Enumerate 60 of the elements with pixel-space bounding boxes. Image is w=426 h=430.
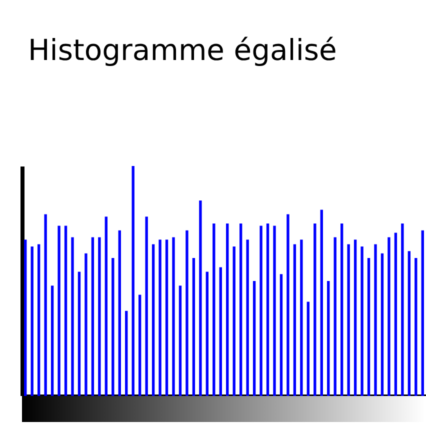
bar [206, 272, 209, 396]
bar [37, 244, 40, 396]
bar [104, 216, 108, 396]
bar [112, 258, 114, 396]
bar [165, 240, 168, 396]
bar [186, 230, 188, 396]
bar [246, 240, 249, 396]
bar [334, 237, 336, 396]
bar [30, 246, 34, 396]
bar [50, 286, 54, 396]
bar [132, 166, 134, 396]
bar [145, 216, 148, 396]
bar [84, 253, 88, 396]
bar [280, 274, 283, 396]
bar [367, 258, 370, 396]
bar [347, 244, 350, 396]
bar [125, 310, 128, 396]
bar [414, 258, 418, 396]
bar [340, 224, 344, 396]
bar [354, 240, 357, 396]
bar [199, 200, 202, 396]
bar [327, 281, 330, 396]
bar [394, 232, 398, 396]
bar [226, 224, 229, 396]
bar [293, 244, 296, 396]
bar [286, 214, 290, 396]
chart-title: Histogramme égalisé [28, 33, 337, 67]
bar [273, 226, 276, 396]
bar [239, 224, 242, 396]
bar [178, 286, 182, 396]
bar [320, 210, 323, 396]
bar [232, 246, 236, 396]
bar [421, 230, 424, 396]
bar [408, 251, 411, 396]
bar [152, 244, 155, 396]
bar [252, 281, 256, 396]
bar [401, 224, 404, 396]
bar [266, 224, 270, 396]
bar [71, 237, 74, 396]
bar [300, 240, 303, 396]
bar [192, 258, 196, 396]
bar [118, 230, 121, 396]
bar [374, 244, 377, 396]
bar [98, 237, 101, 396]
bar [212, 224, 216, 396]
bar [260, 226, 262, 396]
bar [91, 237, 94, 396]
bar [380, 253, 384, 396]
bar [78, 272, 81, 396]
bar [58, 226, 60, 396]
bar [158, 240, 162, 396]
bar [138, 294, 142, 396]
bar [219, 267, 222, 396]
bar [306, 302, 310, 396]
bar [360, 246, 364, 396]
bar [314, 224, 316, 396]
bar [388, 237, 390, 396]
bar [172, 237, 175, 396]
bar [64, 226, 68, 396]
bar [44, 214, 47, 396]
